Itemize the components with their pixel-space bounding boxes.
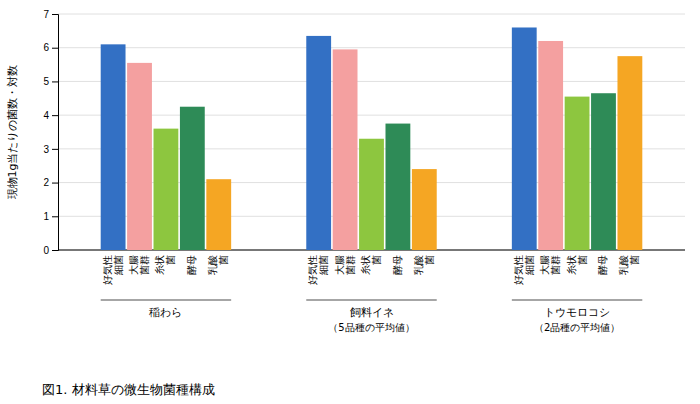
bar-label: 乳酸菌 bbox=[413, 255, 435, 275]
group-label: 稲わら bbox=[149, 306, 182, 319]
y-tick: 0 bbox=[43, 245, 58, 256]
bar bbox=[127, 63, 152, 250]
bar-label: 酵母 bbox=[392, 255, 403, 275]
group-separator bbox=[101, 299, 231, 301]
group-separator bbox=[512, 299, 642, 301]
bar-label: 酵母 bbox=[186, 255, 197, 275]
group-label: 飼料イネ（5品種の平均値） bbox=[328, 306, 414, 333]
bar bbox=[412, 169, 437, 250]
y-axis-title: 現物1g当たりの菌数・対数 bbox=[6, 65, 19, 200]
bar bbox=[512, 27, 537, 250]
y-tick-mark bbox=[52, 250, 58, 251]
bar-label: 好気性細菌 bbox=[102, 255, 124, 285]
y-tick-mark bbox=[52, 81, 58, 82]
y-tick-mark bbox=[52, 14, 58, 15]
grid-line bbox=[58, 14, 685, 15]
bars bbox=[101, 27, 643, 250]
grid bbox=[58, 14, 685, 250]
bar-labels: 好気性細菌大腸菌群糸状菌酵母乳酸菌好気性細菌大腸菌群糸状菌酵母乳酸菌好気性細菌大… bbox=[102, 255, 641, 285]
y-tick-label: 1 bbox=[43, 211, 49, 222]
bar bbox=[617, 56, 642, 250]
y-axis-line bbox=[52, 15, 59, 251]
y-tick: 2 bbox=[43, 177, 58, 188]
bar-label: 大腸菌群 bbox=[334, 255, 356, 275]
bar bbox=[101, 44, 126, 250]
group-separator bbox=[306, 299, 436, 301]
y-tick-label: 7 bbox=[43, 9, 49, 20]
y-tick: 7 bbox=[43, 9, 58, 20]
y-tick: 4 bbox=[43, 110, 58, 121]
bar bbox=[359, 139, 384, 250]
bar-label: 大腸菌群 bbox=[128, 255, 150, 275]
group-labels: 稲わら 飼料イネ（5品種の平均値） トウモロコシ（2品種の平均値） bbox=[101, 300, 643, 333]
y-tick-label: 6 bbox=[43, 42, 49, 53]
bar bbox=[206, 179, 231, 250]
bar bbox=[538, 41, 563, 250]
y-tick: 3 bbox=[43, 144, 58, 155]
y-tick-mark bbox=[52, 48, 58, 49]
y-tick-mark bbox=[52, 216, 58, 217]
bar-label: 糸状菌 bbox=[154, 255, 176, 275]
grid-line bbox=[58, 115, 685, 116]
bar-label: 大腸菌群 bbox=[539, 255, 561, 275]
y-tick-mark bbox=[52, 183, 58, 184]
y-tick: 5 bbox=[43, 76, 58, 87]
bar bbox=[333, 49, 358, 250]
bar bbox=[565, 97, 590, 250]
title: 図1. 材料草の微生物菌種構成 bbox=[42, 382, 215, 397]
y-tick-label: 0 bbox=[43, 245, 49, 256]
plot: 01234567好気性細菌大腸菌群糸状菌酵母乳酸菌好気性細菌大腸菌群糸状菌酵母乳… bbox=[43, 9, 685, 333]
y-tick: 1 bbox=[43, 211, 58, 222]
y-axis: 0 1 2 3 4 5 6 7 bbox=[43, 9, 58, 256]
y-tick-label: 4 bbox=[43, 110, 49, 121]
y-tick-mark bbox=[52, 149, 58, 150]
y-tick-label: 2 bbox=[43, 177, 49, 188]
y-tick-mark bbox=[52, 115, 58, 116]
bar bbox=[385, 124, 410, 250]
bar-label: 好気性細菌 bbox=[513, 255, 535, 285]
bar-label: 酵母 bbox=[597, 255, 608, 275]
bar-label: 好気性細菌 bbox=[307, 255, 329, 285]
bar bbox=[154, 129, 179, 250]
bar bbox=[180, 107, 205, 250]
grid-line bbox=[58, 81, 685, 82]
bar-label: 糸状菌 bbox=[566, 255, 588, 275]
bar-label: 乳酸菌 bbox=[207, 255, 229, 275]
bar-label: 糸状菌 bbox=[360, 255, 382, 275]
bar bbox=[306, 36, 331, 250]
y-tick: 6 bbox=[43, 42, 58, 53]
y-tick-label: 5 bbox=[43, 76, 49, 87]
y-tick-label: 3 bbox=[43, 144, 49, 155]
group-label: トウモロコシ（2品種の平均値） bbox=[534, 306, 620, 333]
chart: 01234567好気性細菌大腸菌群糸状菌酵母乳酸菌好気性細菌大腸菌群糸状菌酵母乳… bbox=[0, 0, 700, 404]
bar bbox=[591, 93, 616, 250]
grid-line bbox=[58, 47, 685, 48]
bar-label: 乳酸菌 bbox=[618, 255, 640, 275]
